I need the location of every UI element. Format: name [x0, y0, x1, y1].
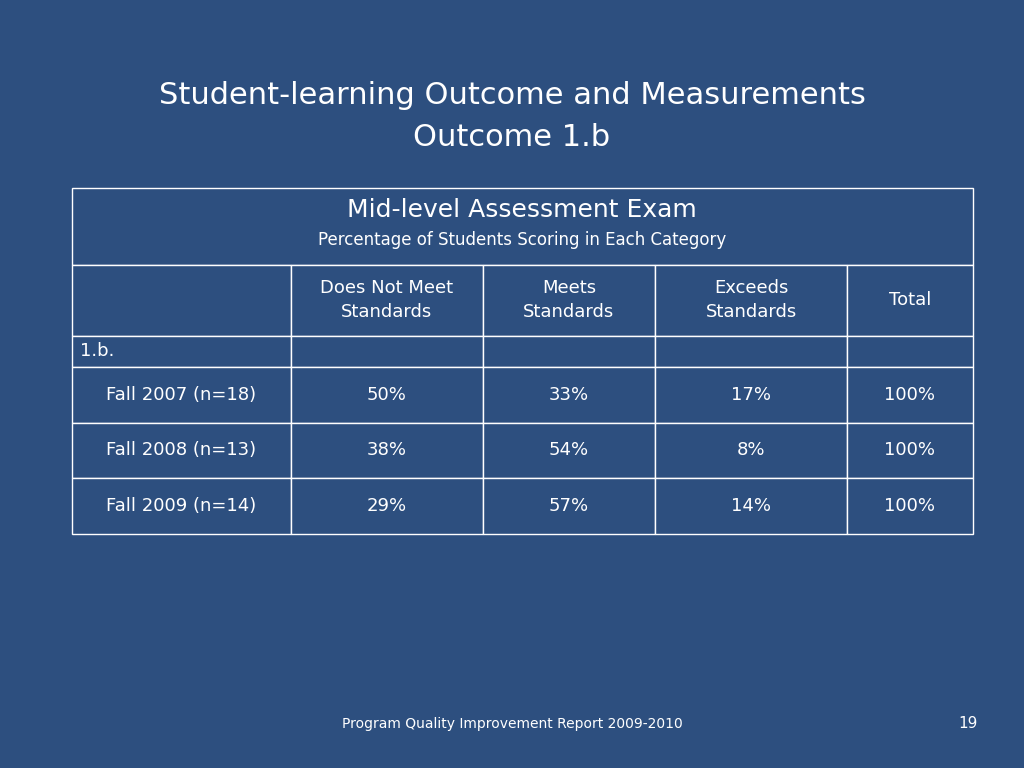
Text: Fall 2008 (n=13): Fall 2008 (n=13): [106, 442, 256, 459]
Bar: [847, 422, 973, 478]
Bar: [655, 422, 847, 478]
Bar: [291, 264, 482, 336]
Bar: [72, 336, 291, 367]
Text: 57%: 57%: [549, 497, 589, 515]
Bar: [291, 336, 482, 367]
Text: 29%: 29%: [367, 497, 407, 515]
Bar: [72, 367, 291, 422]
Text: Exceeds
Standards: Exceeds Standards: [706, 280, 797, 321]
Text: Fall 2009 (n=14): Fall 2009 (n=14): [106, 497, 257, 515]
Bar: [72, 264, 291, 336]
Bar: [482, 422, 655, 478]
Bar: [847, 336, 973, 367]
Bar: [482, 367, 655, 422]
Bar: [72, 188, 973, 264]
Text: Total: Total: [889, 291, 931, 310]
Text: Fall 2007 (n=18): Fall 2007 (n=18): [106, 386, 256, 404]
Text: 38%: 38%: [367, 442, 407, 459]
Bar: [72, 478, 291, 534]
Text: Does Not Meet
Standards: Does Not Meet Standards: [321, 280, 454, 321]
Text: Student-learning Outcome and Measurements
Outcome 1.b: Student-learning Outcome and Measurement…: [159, 81, 865, 152]
Text: 100%: 100%: [885, 497, 935, 515]
Bar: [482, 264, 655, 336]
Text: Meets
Standards: Meets Standards: [523, 280, 614, 321]
Bar: [847, 478, 973, 534]
Bar: [655, 264, 847, 336]
Text: 54%: 54%: [549, 442, 589, 459]
Bar: [291, 478, 482, 534]
Bar: [847, 264, 973, 336]
Text: 100%: 100%: [885, 386, 935, 404]
Text: Mid-level Assessment Exam: Mid-level Assessment Exam: [347, 197, 697, 221]
Bar: [482, 336, 655, 367]
Text: Percentage of Students Scoring in Each Category: Percentage of Students Scoring in Each C…: [318, 231, 726, 249]
Bar: [655, 367, 847, 422]
Bar: [72, 422, 291, 478]
Text: 17%: 17%: [731, 386, 771, 404]
Bar: [291, 367, 482, 422]
Text: 8%: 8%: [737, 442, 765, 459]
Text: 19: 19: [958, 716, 978, 731]
Bar: [655, 478, 847, 534]
Bar: [291, 422, 482, 478]
Text: 1.b.: 1.b.: [80, 343, 115, 360]
Bar: [482, 478, 655, 534]
Text: 33%: 33%: [549, 386, 589, 404]
Text: 50%: 50%: [367, 386, 407, 404]
Bar: [655, 336, 847, 367]
Text: 14%: 14%: [731, 497, 771, 515]
Bar: [847, 367, 973, 422]
Text: Program Quality Improvement Report 2009-2010: Program Quality Improvement Report 2009-…: [342, 717, 682, 731]
Text: 100%: 100%: [885, 442, 935, 459]
